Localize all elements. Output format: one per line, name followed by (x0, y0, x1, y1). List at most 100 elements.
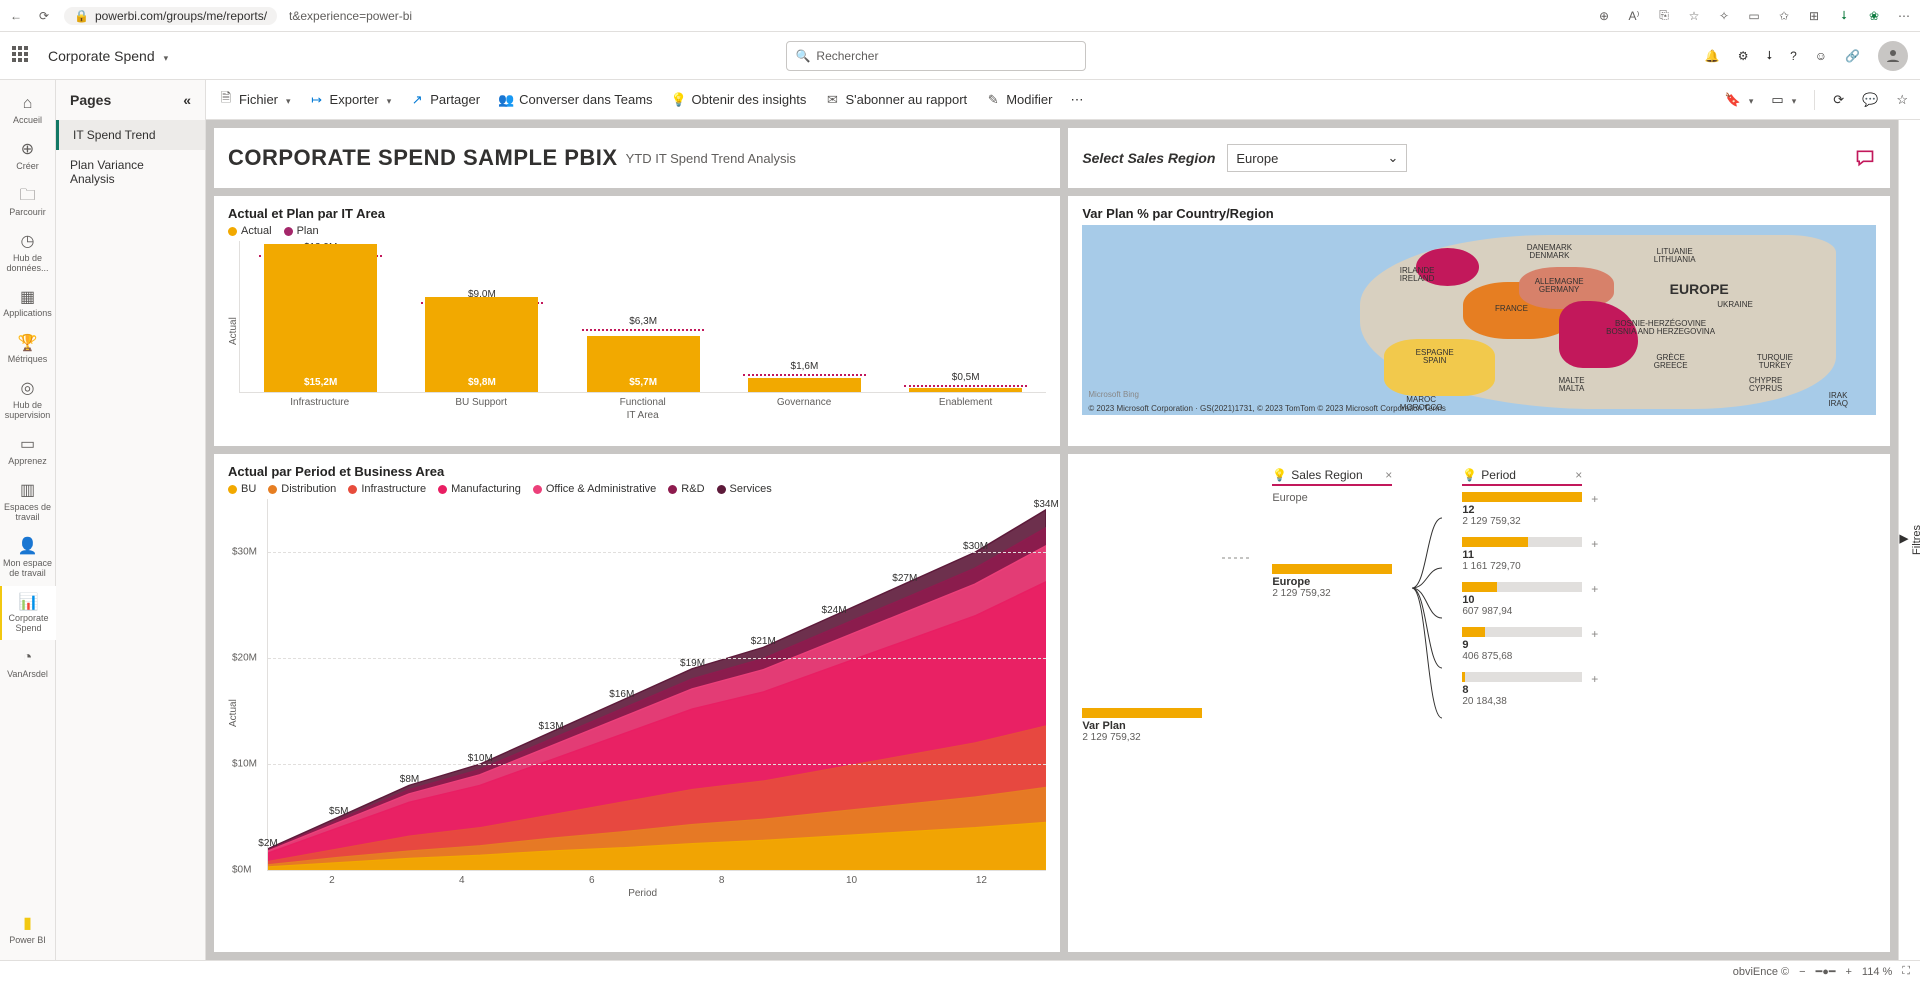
app-icon[interactable]: ⊞ (1806, 8, 1822, 24)
plan-marker (743, 374, 866, 376)
download-icon[interactable]: ⭣ (1766, 48, 1772, 63)
collections-icon[interactable]: ▭ (1746, 8, 1762, 24)
rail-item-create[interactable]: ⊕Créer (0, 134, 56, 178)
comment-bubble-icon[interactable] (1854, 148, 1876, 168)
decomp-leaf[interactable]: 122 129 759,32 + (1462, 492, 1582, 527)
decomp-leaf[interactable]: 10607 987,94 + (1462, 582, 1582, 617)
insights-button[interactable]: 💡Obtenir des insights (671, 92, 807, 108)
decomp-leaf[interactable]: 820 184,38 + (1462, 672, 1582, 707)
comments-icon[interactable]: 💬 (1862, 92, 1878, 108)
close-icon[interactable]: × (1385, 468, 1392, 482)
rail-item-workspaces[interactable]: ▥Espaces de travail (0, 475, 56, 529)
help-icon[interactable]: ? (1790, 49, 1797, 63)
apps-icon: ▦ (18, 287, 38, 307)
slicer-value: Europe (1236, 151, 1278, 166)
expand-icon[interactable]: + (1591, 492, 1598, 506)
decomp-leaf[interactable]: 111 161 729,70 + (1462, 537, 1582, 572)
export-menu[interactable]: ↦Exporter (309, 92, 392, 108)
zoom-in-icon[interactable]: + (1845, 966, 1851, 978)
expand-icon[interactable]: + (1591, 672, 1598, 686)
zoom-slider[interactable]: ━●━ (1816, 965, 1836, 978)
refresh-icon[interactable]: ⟳ (36, 8, 52, 24)
zoom-value: 114 % (1862, 966, 1892, 978)
powerbi-logo[interactable]: ▮Power BI (0, 908, 56, 952)
feedback-icon[interactable]: ☺ (1815, 49, 1827, 63)
fit-page-icon[interactable]: ⛶ (1902, 965, 1910, 978)
country-label: ESPAGNESPAIN (1416, 349, 1454, 365)
rail-item-vanarsdel[interactable]: ◔VanArsdel (0, 642, 56, 686)
data-label: $10M (468, 753, 493, 764)
rail-item-home[interactable]: ⌂Accueil (0, 88, 56, 132)
favorite-icon[interactable]: ☆ (1686, 8, 1702, 24)
app-launcher-icon[interactable] (12, 46, 32, 66)
country-label: ALLEMAGNEGERMANY (1535, 278, 1584, 294)
downloads-icon[interactable]: ⭣ (1836, 8, 1852, 24)
bar-column: $0,5M (885, 241, 1046, 392)
map-title: Var Plan % par Country/Region (1082, 206, 1876, 221)
area-chart-tile[interactable]: Actual par Period et Business Area BUDis… (214, 454, 1060, 952)
rail-item-myws[interactable]: 👤Mon espace de travail (0, 531, 56, 585)
legend-item: R&D (668, 483, 704, 495)
zoom-out-icon[interactable]: − (1799, 966, 1805, 978)
settings-icon[interactable]: ⚙ (1738, 49, 1749, 63)
bar-chart-tile[interactable]: Actual et Plan par IT Area ActualPlan Ac… (214, 196, 1060, 446)
share-button[interactable]: ↗Partager (409, 92, 480, 108)
filters-pane-tab[interactable]: ◀ Filtres (1898, 120, 1920, 960)
workspace-breadcrumb[interactable]: Corporate Spend (48, 48, 168, 64)
data-label: $24M (822, 605, 847, 616)
rail-item-metrics[interactable]: 🏆Métriques (0, 327, 56, 371)
read-aloud-icon[interactable]: A⁾ (1626, 8, 1642, 24)
rail-item-apps[interactable]: ▦Applications (0, 281, 56, 325)
close-icon[interactable]: × (1575, 468, 1582, 482)
expand-icon[interactable]: + (1591, 627, 1598, 641)
share-link-icon[interactable]: 🔗 (1845, 49, 1860, 63)
map-tile[interactable]: Var Plan % par Country/Region Microsoft … (1068, 196, 1890, 446)
rail-item-learn[interactable]: ▭Apprenez (0, 429, 56, 473)
more-menu[interactable]: ⋯ (1070, 92, 1083, 108)
subscribe-button[interactable]: ✉S'abonner au rapport (824, 92, 967, 108)
teams-button[interactable]: 👥Converser dans Teams (498, 92, 652, 108)
expand-icon[interactable]: + (1591, 537, 1598, 551)
extensions-icon[interactable]: ✧ (1716, 8, 1732, 24)
user-avatar[interactable] (1878, 41, 1908, 71)
decomp-leaf[interactable]: 9406 875,68 + (1462, 627, 1582, 662)
bulb-icon: 💡 (1272, 468, 1287, 482)
more-icon[interactable]: ⋯ (1896, 8, 1912, 24)
home-icon: ⌂ (18, 94, 38, 114)
region-dropdown[interactable]: Europe ⌄ (1227, 144, 1407, 172)
back-icon[interactable]: ← (8, 8, 24, 24)
favorites-bar-icon[interactable]: ✩ (1776, 8, 1792, 24)
legend-item: Infrastructure (348, 483, 426, 495)
decomposition-tile[interactable]: Var Plan2 129 759,32💡Sales Region× Europ… (1068, 454, 1890, 952)
plan-marker (904, 385, 1027, 387)
file-menu[interactable]: 🗎Fichier (218, 92, 291, 108)
performance-icon[interactable]: ❀ (1866, 8, 1882, 24)
expand-icon[interactable]: + (1591, 582, 1598, 596)
rail-item-monitor[interactable]: ◎Hub de supervision (0, 373, 56, 427)
rail-item-browse[interactable]: 🗀Parcourir (0, 180, 56, 224)
decomposition-tree[interactable]: Var Plan2 129 759,32💡Sales Region× Europ… (1082, 464, 1876, 932)
add-page-icon[interactable]: ⎘ (1656, 8, 1672, 24)
zoom-icon[interactable]: ⊕ (1596, 8, 1612, 24)
page-tab[interactable]: Plan Variance Analysis (56, 150, 205, 194)
refresh-visuals-icon[interactable]: ⟳ (1833, 92, 1844, 108)
country-label: UKRAINE (1717, 301, 1753, 309)
notifications-icon[interactable]: 🔔 (1705, 49, 1720, 63)
star-icon[interactable]: ☆ (1896, 92, 1908, 108)
rail-item-corporate[interactable]: 📊Corporate Spend (0, 586, 56, 640)
map-visual[interactable]: Microsoft Bing © 2023 Microsoft Corporat… (1082, 225, 1876, 415)
decomp-level-header[interactable]: 💡Period× (1462, 468, 1582, 486)
decomp-level-header[interactable]: 💡Sales Region× (1272, 468, 1392, 486)
data-label: $21M (751, 636, 776, 647)
bulb-icon: 💡 (671, 92, 687, 108)
data-label: $8M (400, 774, 419, 785)
rail-item-datahub[interactable]: ◷Hub de données... (0, 226, 56, 280)
view-dropdown[interactable]: ▭ (1771, 92, 1796, 108)
bookmark-dropdown[interactable]: 🔖 (1725, 92, 1754, 108)
global-search[interactable]: 🔍 Rechercher (786, 41, 1086, 71)
report-title: CORPORATE SPEND SAMPLE PBIX (228, 145, 618, 171)
edit-button[interactable]: ✎Modifier (985, 92, 1052, 108)
page-tab[interactable]: IT Spend Trend (56, 120, 205, 150)
address-bar[interactable]: 🔒 powerbi.com/groups/me/reports/ (64, 7, 277, 25)
collapse-icon[interactable]: « (183, 92, 191, 108)
